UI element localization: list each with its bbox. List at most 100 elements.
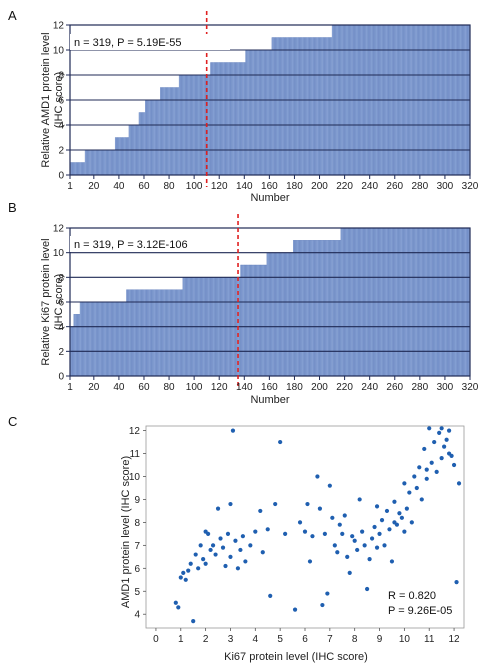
panel-a-bar xyxy=(73,162,76,176)
panel-c-point xyxy=(456,481,462,486)
panel-c-point xyxy=(260,550,265,555)
panel-c-point xyxy=(203,561,208,566)
panel-c-y-tick-label: 12 xyxy=(129,426,141,437)
panel-a-bar xyxy=(262,49,265,176)
panel-a-bar xyxy=(329,37,331,176)
panel-c-point xyxy=(392,499,397,504)
panel-a-bar xyxy=(177,87,180,176)
panel-c-point xyxy=(317,506,323,511)
panel-a-bar xyxy=(267,49,270,176)
panel-a-bar xyxy=(271,37,274,176)
panel-b-bar xyxy=(98,301,101,377)
panel-b-bar xyxy=(306,240,309,377)
panel-c-point xyxy=(283,531,288,536)
panel-b-bar xyxy=(130,289,132,377)
panel-b-bar xyxy=(315,240,318,377)
panel-a-bar xyxy=(150,99,152,176)
panel-a-bar xyxy=(173,87,176,176)
panel-a-bar xyxy=(217,62,220,176)
panel-a-bar xyxy=(78,162,81,176)
panel-a-bar xyxy=(286,37,289,176)
panel-b-x-ticks: 1 20 40 60 80 100 120 140 160 180 200 220 240 260 280 3… xyxy=(67,376,479,393)
panel-a-bar xyxy=(320,37,323,176)
panel-b-bar xyxy=(338,240,340,377)
panel-a-bar xyxy=(244,62,246,176)
panel-b-bar xyxy=(240,264,242,377)
panel-a-bar xyxy=(141,112,143,176)
panel-c-point xyxy=(389,559,395,564)
panel-c-y-tick-label: 4 xyxy=(134,610,140,621)
panel-a-x-tick-label: 20 xyxy=(88,181,100,192)
panel-a-bar xyxy=(235,62,237,176)
panel-c-point xyxy=(183,577,188,582)
panel-c-point xyxy=(434,469,439,475)
panel-c-point xyxy=(258,508,263,514)
panel-a-bar xyxy=(306,37,309,176)
panel-a-bar xyxy=(98,149,101,176)
panel-b-bar xyxy=(121,301,123,377)
panel-a-bar xyxy=(288,37,290,176)
panel-b-bar xyxy=(276,252,279,377)
panel-b-bar xyxy=(279,252,281,377)
panel-b-bar xyxy=(109,301,112,377)
panel-a-bar xyxy=(266,49,269,176)
panel-b-bar xyxy=(88,301,91,377)
panel-a-bar xyxy=(325,37,328,176)
panel-a-bar xyxy=(239,62,241,176)
panel-b-y-tick-label: 10 xyxy=(53,248,65,259)
panel-c-point xyxy=(424,467,429,472)
panel-b-bar xyxy=(267,252,270,377)
panel-b-bar xyxy=(145,289,147,377)
panel-c-point xyxy=(196,566,201,571)
panel-c-point xyxy=(404,506,409,511)
panel-a-bar xyxy=(212,62,215,176)
panel-b-x-label: Number xyxy=(250,394,289,406)
panel-b-bar xyxy=(310,240,313,377)
panel-b-annotation: n = 319, P = 3.12E-106 xyxy=(74,239,188,251)
panel-b-y-tick-label: 6 xyxy=(58,298,64,309)
panel-b-bar xyxy=(252,264,255,377)
panel-b-x-tick-label: 20 xyxy=(88,382,100,393)
panel-c-point xyxy=(230,428,236,433)
panel-a-gridlines xyxy=(70,49,470,151)
panel-c-y-tick-label: 11 xyxy=(130,449,141,460)
panel-a-bar xyxy=(119,137,122,176)
panel-a-bar xyxy=(255,49,257,176)
panel-a-bar xyxy=(318,37,320,176)
panel-b-bar xyxy=(124,301,127,377)
panel-a-bar xyxy=(289,37,291,176)
panel-a-x-tick-label: 140 xyxy=(236,181,253,192)
panel-b-bar xyxy=(89,301,92,377)
panel-b-x-tick-label: 280 xyxy=(411,382,428,393)
panel-c-point xyxy=(417,465,422,470)
panel-a-bar xyxy=(109,149,112,176)
panel-c-point xyxy=(198,543,203,548)
panel-c-x-tick-label: 7 xyxy=(327,634,333,645)
panel-a-bar xyxy=(219,62,221,176)
panel-b-bar xyxy=(320,240,323,377)
panel-a-x-tick-label: 180 xyxy=(286,181,303,192)
panel-a-bar xyxy=(176,87,178,176)
panel-a-bar xyxy=(103,149,106,176)
panel-b-x-tick-label: 260 xyxy=(386,382,403,393)
panel-b-bar xyxy=(319,240,321,377)
panel-a-bar xyxy=(296,37,299,176)
panel-label-a: A xyxy=(8,8,17,23)
panel-a-bar xyxy=(256,49,259,176)
panel-a-bar xyxy=(300,37,303,176)
panel-a-bar xyxy=(242,62,245,176)
panel-b-bar xyxy=(132,289,135,377)
panel-b-x-tick-label: 300 xyxy=(437,382,454,393)
panel-a-bar xyxy=(138,112,141,176)
panel-b-bar xyxy=(251,264,254,377)
panel-b-bar xyxy=(176,289,178,377)
panel-a-bar xyxy=(314,37,316,176)
panel-a-bar xyxy=(126,137,128,176)
panel-b-bar xyxy=(266,252,269,377)
panel-c-point xyxy=(327,483,332,488)
panel-b-bar xyxy=(244,264,246,377)
panel-a-bar xyxy=(241,62,244,176)
panel-b-bar xyxy=(108,301,111,377)
panel-a-bar xyxy=(232,62,235,176)
panel-b-bar xyxy=(175,289,177,377)
